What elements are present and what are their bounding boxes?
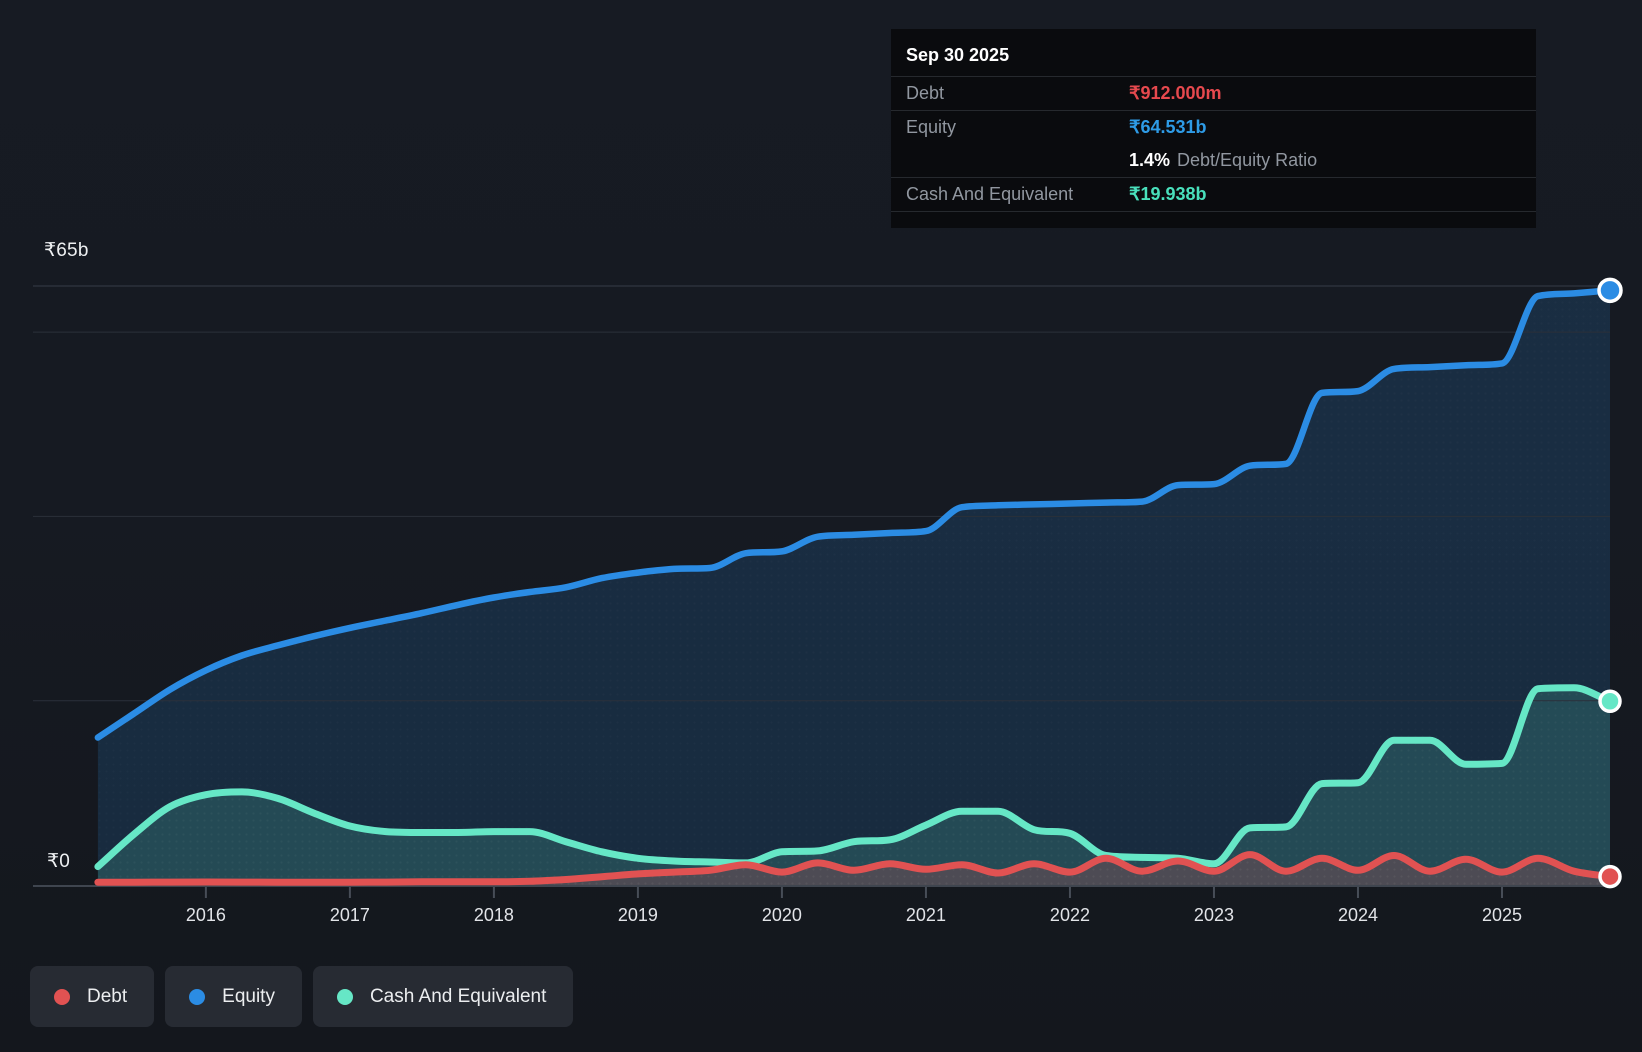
tooltip-cash-value: ₹19.938b — [1129, 184, 1207, 204]
x-tick-label-2018: 2018 — [473, 905, 514, 925]
debt-line — [94, 851, 1614, 886]
legend-debt-label: Debt — [87, 985, 128, 1007]
tooltip-row-equity: Equity ₹64.531b — [891, 111, 1536, 144]
tooltip-row-cash: Cash And Equivalent ₹19.938b — [891, 178, 1536, 212]
debt-equity-ratio-label: Debt/Equity Ratio — [1177, 150, 1318, 170]
debt-endpoint-marker — [1598, 864, 1622, 889]
equity-endpoint-marker — [1597, 277, 1623, 304]
tooltip-equity-value: ₹64.531b — [1129, 117, 1207, 137]
x-tick-label-2020: 2020 — [761, 905, 802, 925]
legend-item-debt[interactable]: Debt — [30, 966, 155, 1027]
tooltip-row-ratio: 1.4% Debt/Equity Ratio — [891, 144, 1536, 178]
legend-item-equity[interactable]: Equity — [165, 966, 302, 1027]
cash-and-equivalent-line — [94, 684, 1614, 871]
debt-series-dot-icon — [54, 988, 70, 1005]
x-tick-label-2024: 2024 — [1337, 905, 1378, 925]
tooltip-row-debt: Debt ₹912.000m — [891, 77, 1536, 111]
legend-equity-label: Equity — [222, 985, 275, 1007]
x-tick-label-2021: 2021 — [905, 905, 946, 925]
tooltip-cash-label: Cash And Equivalent — [906, 184, 1074, 204]
equity-line — [94, 287, 1614, 741]
chart-tooltip: Sep 30 2025 Debt ₹912.000m Equity ₹64.53… — [891, 29, 1536, 228]
x-tick-label-2023: 2023 — [1193, 905, 1234, 925]
tooltip-debt-label: Debt — [906, 83, 945, 103]
debt-equity-ratio-value: 1.4% — [1129, 150, 1171, 170]
tooltip-equity-label: Equity — [906, 117, 957, 137]
chart-legend: Debt Equity Cash And Equivalent — [30, 966, 574, 1027]
y-axis-label-max: ₹65b — [44, 240, 89, 261]
cash-and-equivalent-endpoint-marker — [1598, 689, 1622, 714]
cash-series-dot-icon — [336, 988, 353, 1005]
x-tick-label-2025: 2025 — [1481, 905, 1523, 925]
y-axis-label-zero: ₹0 — [47, 851, 71, 872]
x-tick-label-2017: 2017 — [329, 905, 370, 925]
x-tick-label-2022: 2022 — [1049, 905, 1090, 925]
x-tick-label-2016: 2016 — [185, 905, 226, 925]
tooltip-debt-value: ₹912.000m — [1129, 83, 1222, 103]
equity-series-dot-icon — [189, 988, 206, 1005]
legend-item-cash[interactable]: Cash And Equivalent — [312, 966, 574, 1027]
tooltip-date: Sep 30 2025 — [891, 29, 1536, 77]
legend-cash-label: Cash And Equivalent — [369, 985, 547, 1007]
x-tick-label-2019: 2019 — [617, 905, 658, 925]
